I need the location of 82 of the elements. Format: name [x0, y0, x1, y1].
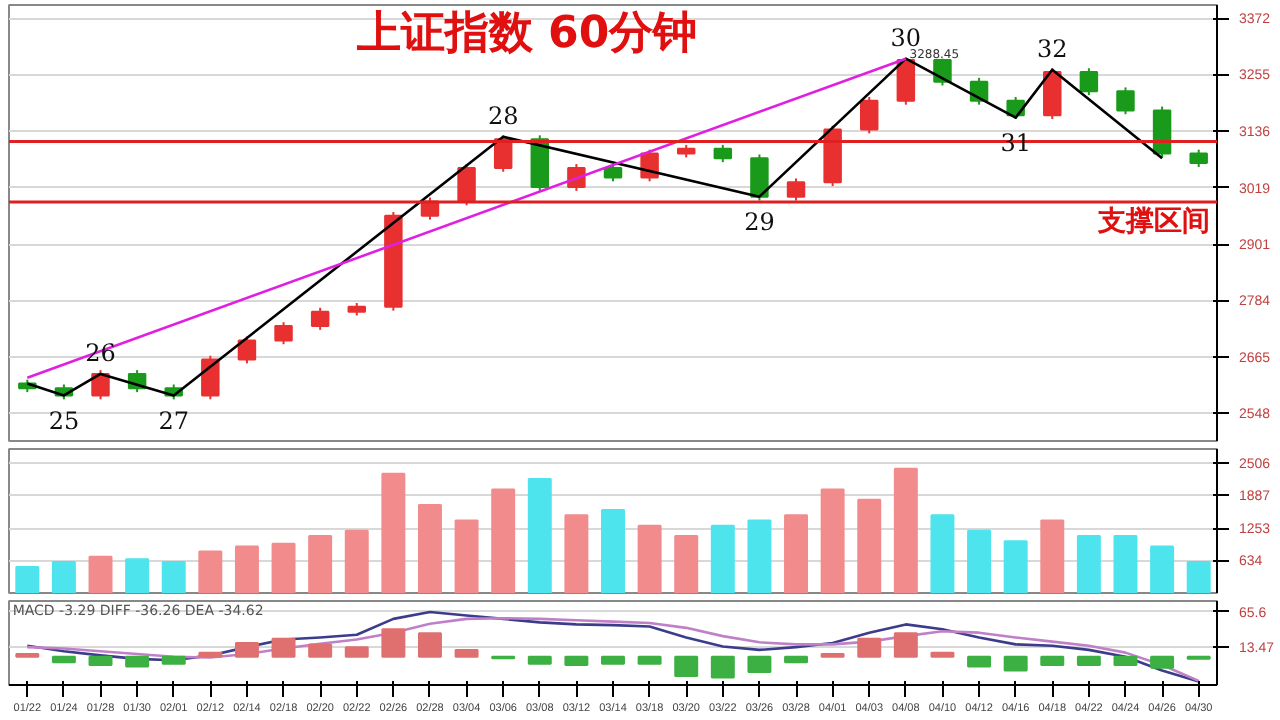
bar	[88, 555, 113, 593]
chart-title: 上证指数 60分钟	[354, 9, 698, 60]
bar	[710, 524, 735, 593]
bar	[893, 467, 918, 593]
annotation: 28	[487, 101, 519, 130]
bar	[454, 519, 479, 593]
bar	[967, 529, 992, 593]
bar	[234, 642, 259, 658]
bar	[857, 498, 882, 593]
candlestick	[1116, 86, 1135, 116]
bar	[1113, 655, 1138, 667]
bar	[564, 655, 589, 667]
bar	[308, 535, 333, 593]
bar	[601, 655, 625, 665]
bar	[454, 648, 479, 658]
bar	[1040, 655, 1065, 667]
candlestick	[274, 321, 293, 346]
bar	[930, 651, 955, 658]
candlestick	[786, 177, 806, 202]
bar	[1150, 545, 1175, 593]
bar	[491, 488, 516, 593]
bar	[1003, 540, 1028, 593]
bar	[344, 529, 369, 593]
annotation: 25	[48, 406, 80, 435]
bar	[710, 655, 735, 679]
bar	[857, 637, 882, 658]
bar	[784, 655, 809, 664]
candlestick	[457, 163, 476, 207]
bar	[1186, 560, 1211, 593]
bar	[527, 478, 552, 593]
annotation: 29	[744, 207, 775, 236]
bar	[198, 550, 223, 593]
bar	[893, 632, 918, 658]
annotation: 32	[1037, 34, 1068, 63]
bar	[674, 535, 699, 593]
bar	[161, 560, 186, 593]
bar	[125, 558, 150, 593]
bar	[417, 503, 442, 593]
bar	[51, 655, 76, 664]
bar	[271, 637, 296, 658]
bar	[271, 542, 296, 593]
bar	[1076, 535, 1101, 593]
bar	[637, 524, 662, 593]
bar	[381, 472, 406, 593]
bar	[198, 651, 223, 658]
bar	[417, 632, 442, 658]
bar	[1150, 655, 1175, 669]
candlestick	[1152, 105, 1172, 159]
annotation: 30	[890, 23, 922, 52]
bar	[1003, 655, 1028, 672]
bar	[527, 655, 552, 665]
candlestick	[310, 306, 330, 331]
bar	[601, 509, 625, 593]
candlestick	[750, 153, 769, 202]
bar	[564, 514, 589, 593]
bar	[1040, 519, 1065, 593]
bar	[747, 655, 772, 673]
bar	[674, 655, 699, 678]
bar	[930, 514, 955, 593]
bar	[967, 655, 992, 668]
bar	[381, 628, 406, 658]
annotation: 支撑区间	[1095, 206, 1210, 239]
candlestick	[896, 57, 916, 106]
bar	[747, 519, 772, 593]
bar	[637, 655, 662, 665]
candlestick	[201, 354, 220, 401]
bar	[1113, 535, 1138, 593]
candlestick	[860, 95, 879, 135]
bar	[1076, 655, 1101, 667]
bar	[125, 655, 150, 668]
bar	[88, 655, 113, 667]
bar	[51, 560, 76, 593]
bar	[344, 646, 369, 658]
bar	[15, 566, 40, 593]
bar	[234, 545, 259, 593]
candlestick	[1079, 67, 1099, 97]
bar	[820, 488, 845, 593]
bar	[308, 643, 333, 658]
annotation: 27	[158, 406, 190, 435]
bar	[161, 655, 186, 665]
bar	[784, 514, 809, 593]
candlestick	[1043, 67, 1062, 121]
